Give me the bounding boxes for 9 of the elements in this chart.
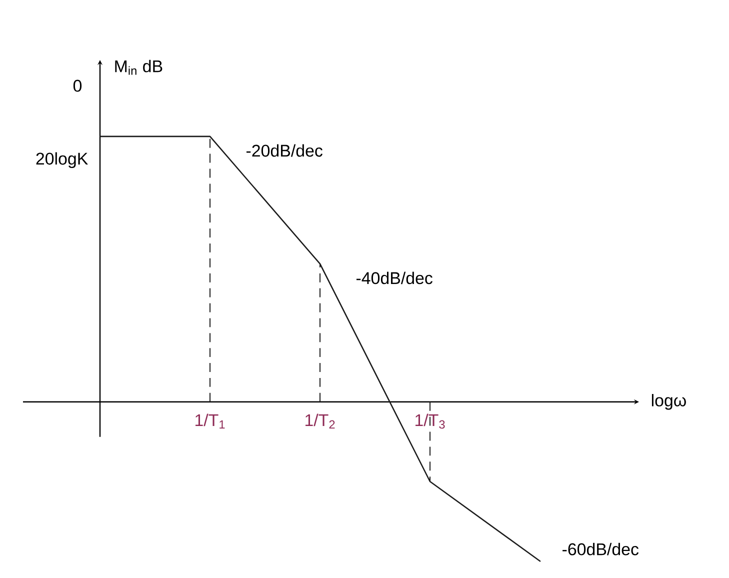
annotation: -20dB/dec	[246, 144, 322, 157]
annotation: -60dB/dec	[562, 542, 639, 556]
y-axis-title: M$_{in}$ dB	[115, 60, 162, 75]
text: 0	[73, 80, 82, 92]
x-tick-label: 1/T$_{1}$	[196, 414, 225, 429]
x-axis-title: logω	[652, 394, 686, 410]
x-tick-label: 1/T$_{2}$	[306, 414, 335, 429]
annotation: -40dB/dec	[356, 272, 432, 284]
annotation: 20logK	[36, 152, 88, 168]
